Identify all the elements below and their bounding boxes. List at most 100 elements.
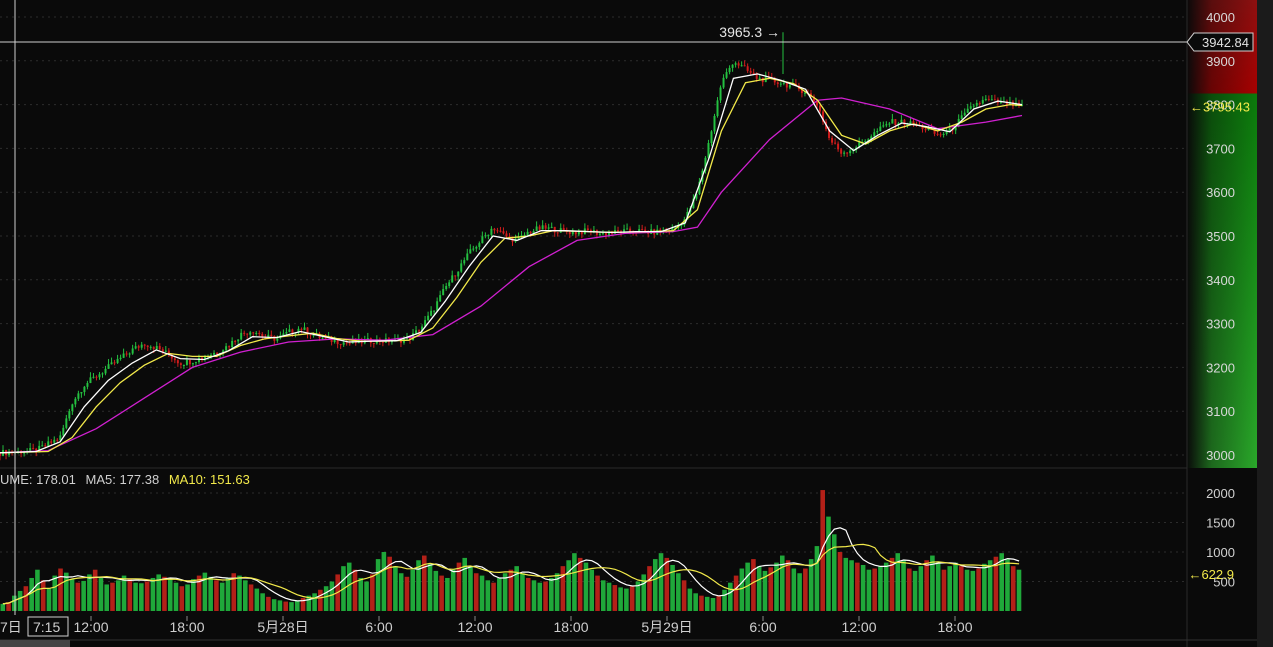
candle-body <box>164 350 167 352</box>
volume-bar <box>589 569 595 611</box>
candle-body <box>179 363 182 365</box>
time-label: 18:00 <box>169 619 204 635</box>
candle-body <box>788 85 791 88</box>
volume-bar <box>0 603 6 611</box>
volume-bar <box>652 559 658 611</box>
time-label: 7:15 <box>33 619 60 635</box>
volume-bar <box>266 596 271 611</box>
candle-body <box>680 224 683 226</box>
candle-body <box>237 339 240 342</box>
candle-body <box>101 373 104 375</box>
candle-body <box>800 89 803 94</box>
candle-body <box>80 392 83 394</box>
candle-body <box>490 228 493 235</box>
candle-body <box>831 138 834 143</box>
candle-body <box>864 140 867 142</box>
candle-body <box>1005 101 1008 106</box>
candle-body <box>436 301 439 311</box>
volume-bars <box>0 490 1022 611</box>
bottom-scroll-thumb[interactable] <box>0 640 70 647</box>
candle-body <box>900 119 903 124</box>
candle-body <box>303 327 306 330</box>
volume-bar <box>87 574 92 611</box>
candle-body <box>746 66 749 71</box>
candle-body <box>984 98 987 101</box>
candle-body <box>601 233 604 235</box>
volume-bar <box>115 580 121 611</box>
volume-bar <box>156 574 161 611</box>
volume-bar <box>196 575 202 611</box>
volume-bar <box>889 557 895 611</box>
candle-body <box>571 231 574 235</box>
moving-average-lines <box>0 73 1023 454</box>
volume-bar <box>370 574 375 611</box>
candle-body <box>891 119 894 124</box>
volume-bar <box>577 557 583 611</box>
volume-bar <box>999 553 1004 611</box>
candle-body <box>270 334 273 337</box>
volume-bar <box>502 573 508 611</box>
crosshair[interactable]: 3942.84 <box>0 0 1254 615</box>
candle-body <box>424 320 427 327</box>
volume-bar <box>566 560 571 611</box>
candle-body <box>442 289 445 296</box>
price-candles <box>0 32 1023 461</box>
volume-bar <box>947 566 953 611</box>
candle-body <box>478 243 481 247</box>
candle-body <box>191 363 194 365</box>
time-label: 18:00 <box>553 619 588 635</box>
volume-bar <box>803 568 808 611</box>
candle-body <box>188 359 191 365</box>
volume-bar <box>445 577 450 611</box>
price-tick-label: 3000 <box>1206 448 1235 463</box>
candle-body <box>999 101 1002 104</box>
volume-bar <box>664 557 670 611</box>
volume-bar <box>774 562 779 611</box>
volume-bar <box>670 564 675 611</box>
volume-bar <box>329 581 335 611</box>
candle-body <box>445 286 448 290</box>
candle-body <box>104 368 107 374</box>
candle-body <box>158 346 161 350</box>
price-tick-label: 3900 <box>1206 54 1235 69</box>
volume-bar <box>427 563 433 611</box>
candle-body <box>638 229 641 233</box>
candle-body <box>538 226 541 230</box>
volume-bar <box>987 560 993 611</box>
price-tick-label: 3500 <box>1206 229 1235 244</box>
candle-body <box>297 328 300 333</box>
candle-body <box>481 236 484 244</box>
volume-bar <box>398 573 404 611</box>
volume-tick-label: 2000 <box>1206 486 1235 501</box>
volume-bar <box>393 566 398 611</box>
volume-bar <box>866 569 872 611</box>
candle-body <box>348 343 351 345</box>
candle-body <box>98 374 101 378</box>
candle-body <box>246 333 249 335</box>
candle-body <box>580 231 583 235</box>
high-price-label: 3965.3 → <box>719 24 780 40</box>
volume-bar <box>722 589 727 611</box>
candle-body <box>888 123 891 125</box>
candle-body <box>731 64 734 68</box>
candle-body <box>894 119 897 125</box>
candle-body <box>755 73 758 79</box>
candle-body <box>722 77 725 88</box>
price-tick-label: 3400 <box>1206 273 1235 288</box>
price-tick-label: 4000 <box>1206 10 1235 25</box>
volume-bar <box>860 564 866 611</box>
volume-bar <box>676 573 681 611</box>
candle-body <box>83 386 86 393</box>
volume-bar <box>716 595 722 611</box>
volume-bar <box>81 580 86 611</box>
candle-body <box>225 346 228 351</box>
candle-body <box>695 193 698 199</box>
candle-body <box>858 142 861 148</box>
candle-body <box>454 275 457 277</box>
candle-body <box>1008 101 1011 106</box>
volume-bar <box>306 595 312 611</box>
candle-body <box>92 376 95 378</box>
volume-bar <box>693 593 698 611</box>
candle-body <box>604 233 607 236</box>
